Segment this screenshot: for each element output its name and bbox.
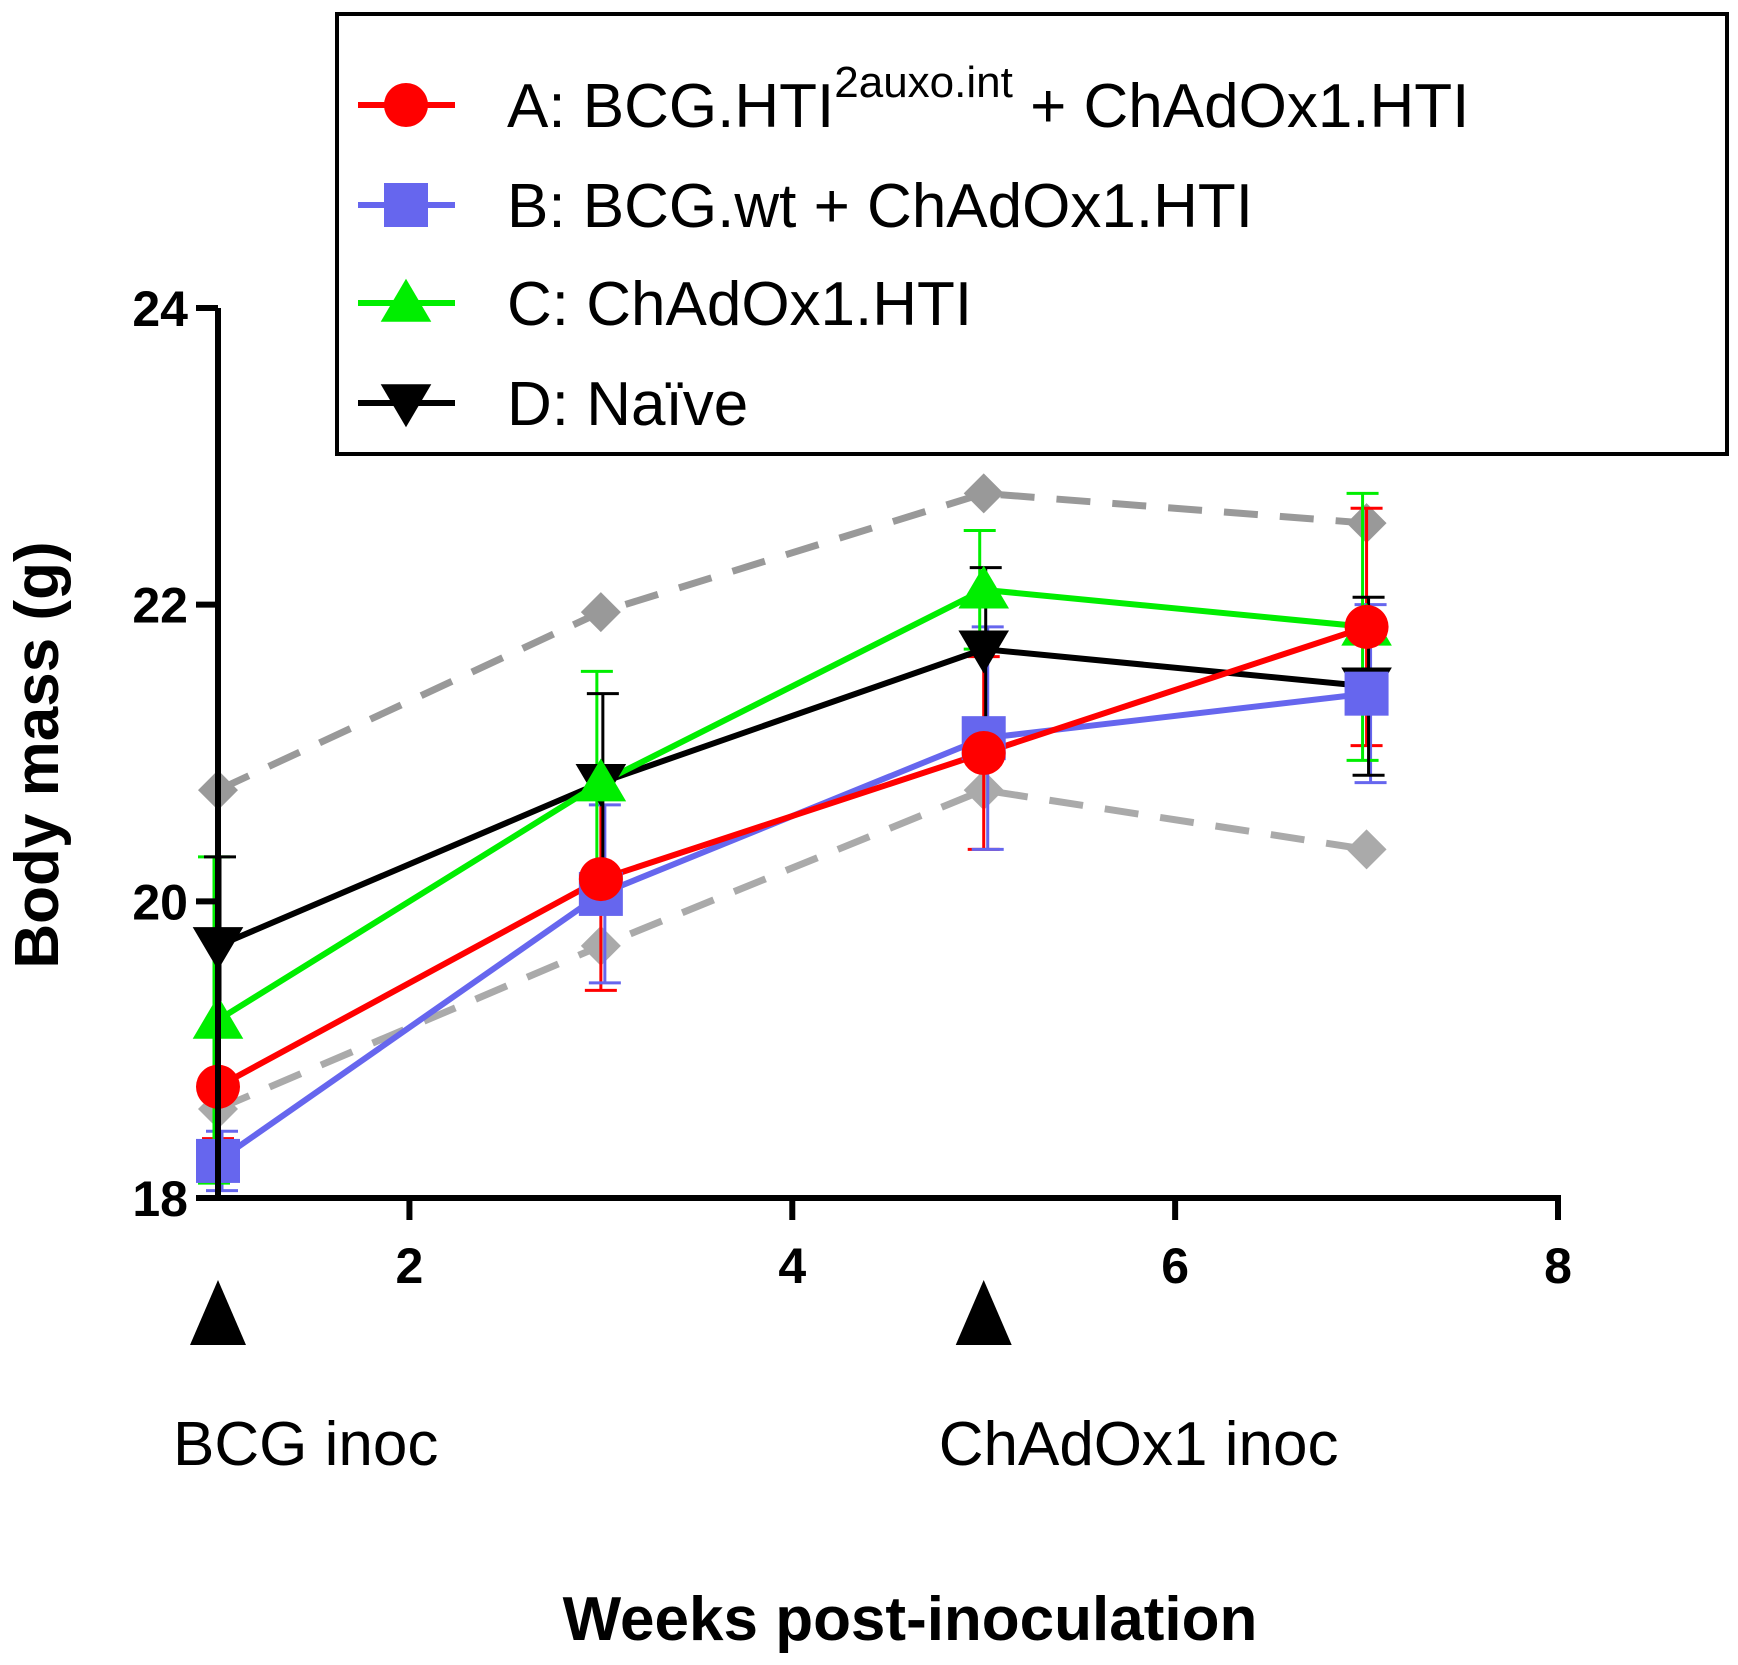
- legend-marker-B: [384, 183, 428, 227]
- series-point-A-3: [1344, 604, 1389, 649]
- x-tick-label-4: 4: [778, 1238, 806, 1294]
- legend-marker-C: [380, 278, 432, 322]
- series-point-C-1: [575, 758, 627, 802]
- reference-line-lower-bound: [216, 786, 1368, 1113]
- inoc-arrow-1: [955, 1280, 1012, 1345]
- y-axis-title: Body mass (g): [3, 541, 72, 968]
- reference-point-upper-bound-2: [963, 473, 1004, 514]
- series-line-B: [216, 690, 1367, 1164]
- reference-point-lower-bound-3: [1346, 829, 1387, 870]
- series-line-D: [216, 646, 1367, 949]
- reference-point-upper-bound-1: [580, 592, 621, 633]
- reference-line-upper-bound: [216, 489, 1367, 794]
- series-line-A: [216, 624, 1368, 1090]
- legend-marker-A: [384, 83, 428, 127]
- legend-label-C: C: ChAdOx1.HTI: [507, 270, 972, 339]
- legend-label-D: D: Naïve: [507, 370, 748, 439]
- inoc-label-1: ChAdOx1 inoc: [939, 1410, 1339, 1479]
- y-tick-label-20: 20: [132, 874, 188, 930]
- x-tick-label-2: 2: [396, 1238, 424, 1294]
- x-tick-label-8: 8: [1544, 1238, 1572, 1294]
- series-line-C: [216, 586, 1367, 1023]
- x-tick-label-6: 6: [1161, 1238, 1189, 1294]
- inoc-label-0: BCG inoc: [173, 1410, 438, 1479]
- series-point-A-1: [578, 857, 623, 902]
- legend-box: [335, 12, 1729, 456]
- y-tick-label-22: 22: [132, 578, 188, 634]
- series-point-C-2: [958, 565, 1010, 609]
- legend: A: BCG.HTI2auxo.int + ChAdOx1.HTI B: BCG.…: [335, 12, 1729, 456]
- series-point-D-2: [958, 630, 1010, 674]
- y-tick-label-24: 24: [132, 281, 188, 337]
- y-tick-label-18: 18: [132, 1171, 188, 1227]
- x-axis-title: Weeks post-inoculation: [563, 1585, 1258, 1654]
- series-point-B-3: [1344, 671, 1389, 716]
- series-point-A-2: [961, 731, 1006, 775]
- legend-marker-D: [380, 384, 432, 428]
- plot-area: [192, 473, 1392, 1193]
- annotations: BCG inoc ChAdOx1 inoc: [173, 1280, 1338, 1479]
- inoc-arrow-0: [190, 1280, 246, 1345]
- legend-label-B: B: BCG.wt + ChAdOx1.HTI: [507, 172, 1253, 241]
- legend-label-A: A: BCG.HTI2auxo.int + ChAdOx1.HTI: [507, 58, 1469, 141]
